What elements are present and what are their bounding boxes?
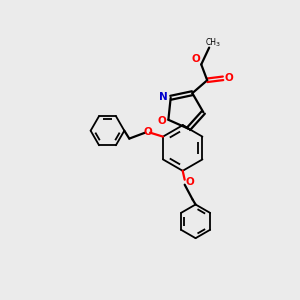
Text: N: N <box>159 92 168 102</box>
Text: O: O <box>192 55 201 64</box>
Text: O: O <box>185 177 194 187</box>
Text: 3: 3 <box>215 42 219 47</box>
Text: O: O <box>157 116 166 126</box>
Text: O: O <box>225 73 233 83</box>
Text: CH: CH <box>206 38 217 47</box>
Text: O: O <box>144 127 152 137</box>
